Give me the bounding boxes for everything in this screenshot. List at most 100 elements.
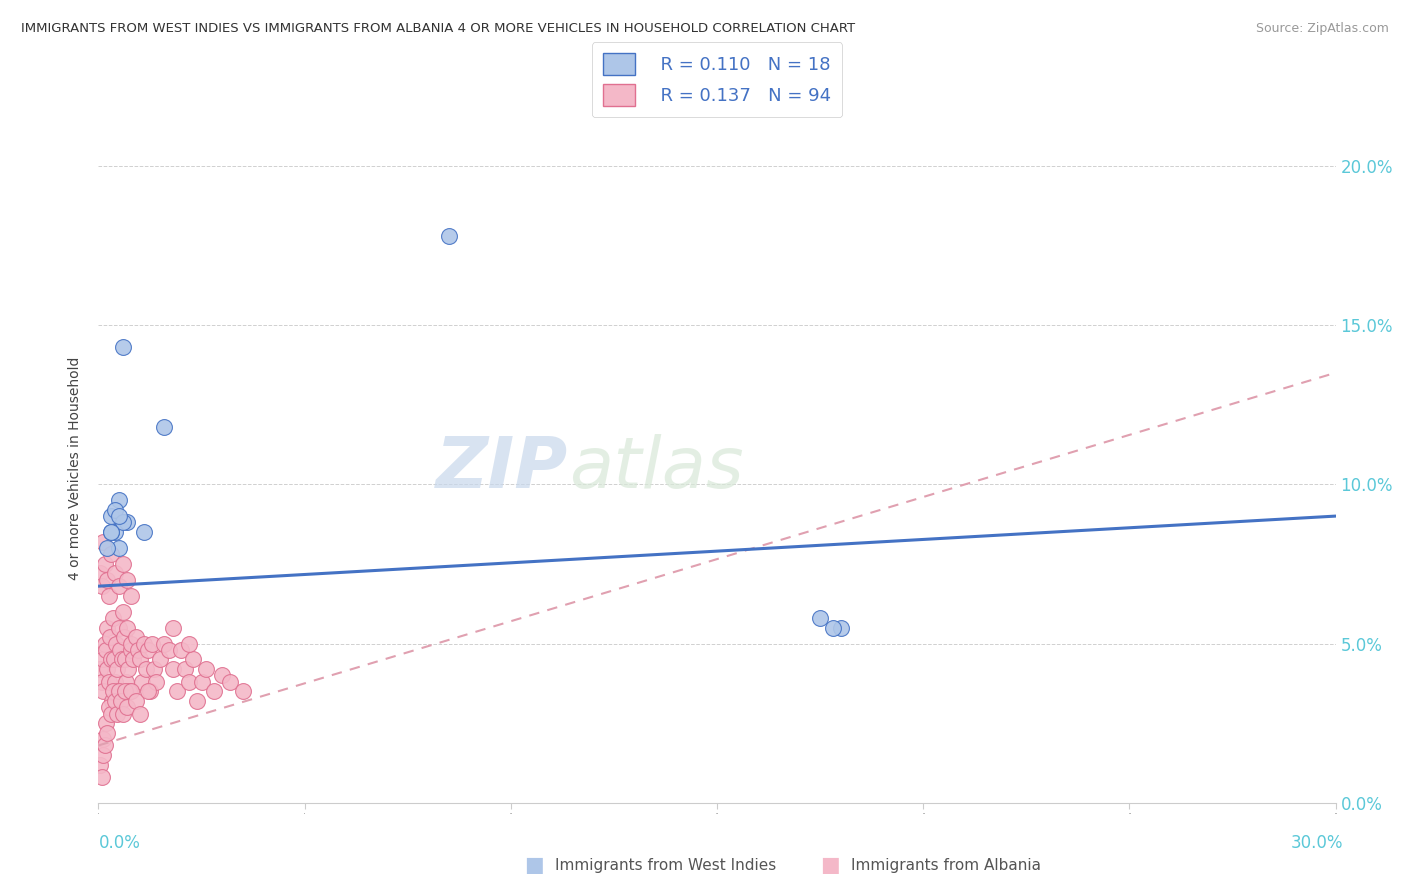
Point	[108, 493, 131, 508]
Point	[105, 662, 128, 676]
Point	[135, 662, 157, 676]
Point	[122, 652, 145, 666]
Point	[120, 636, 142, 650]
Point	[232, 684, 254, 698]
Point	[179, 674, 201, 689]
Text: atlas: atlas	[568, 434, 744, 503]
Point	[100, 524, 122, 539]
Point	[132, 524, 155, 539]
Point	[141, 636, 163, 650]
Point	[101, 684, 124, 698]
Point	[162, 621, 184, 635]
Point	[96, 621, 118, 635]
Point	[104, 694, 127, 708]
Point	[97, 674, 120, 689]
Text: ZIP: ZIP	[436, 434, 568, 503]
Point	[91, 534, 114, 549]
Point	[117, 516, 139, 530]
Point	[170, 643, 193, 657]
Point	[90, 770, 112, 784]
Point	[91, 747, 114, 762]
Point	[89, 757, 111, 772]
Point	[821, 621, 844, 635]
Point	[89, 662, 111, 676]
Point	[136, 643, 159, 657]
Point	[96, 725, 118, 739]
Point	[103, 652, 125, 666]
Point	[117, 700, 139, 714]
Text: ■: ■	[524, 855, 544, 875]
Point	[93, 557, 115, 571]
Point	[104, 566, 127, 581]
Point	[96, 573, 118, 587]
Point	[97, 589, 120, 603]
Point	[194, 662, 217, 676]
Point	[93, 684, 115, 698]
Point	[112, 557, 135, 571]
Point	[186, 694, 208, 708]
Point	[143, 662, 166, 676]
Point	[108, 579, 131, 593]
Point	[104, 636, 127, 650]
Point	[181, 652, 204, 666]
Point	[100, 509, 122, 524]
Point	[145, 674, 167, 689]
Point	[179, 636, 201, 650]
Point	[108, 684, 131, 698]
Text: IMMIGRANTS FROM WEST INDIES VS IMMIGRANTS FROM ALBANIA 4 OR MORE VEHICLES IN HOU: IMMIGRANTS FROM WEST INDIES VS IMMIGRANT…	[21, 22, 855, 36]
Point	[120, 684, 142, 698]
Point	[105, 706, 128, 721]
Point	[98, 630, 121, 644]
Point	[190, 674, 212, 689]
Point	[112, 340, 135, 354]
Legend:   R = 0.110   N = 18,   R = 0.137   N = 94: R = 0.110 N = 18, R = 0.137 N = 94	[592, 43, 842, 117]
Point	[174, 662, 197, 676]
Point	[166, 684, 188, 698]
Point	[112, 630, 135, 644]
Point	[93, 636, 115, 650]
Point	[120, 643, 142, 657]
Point	[118, 684, 141, 698]
Point	[112, 516, 135, 530]
Point	[117, 573, 139, 587]
Point	[97, 700, 120, 714]
Point	[114, 652, 136, 666]
Point	[162, 662, 184, 676]
Point	[219, 674, 242, 689]
Point	[132, 636, 155, 650]
Point	[157, 643, 180, 657]
Point	[111, 652, 134, 666]
Y-axis label: 4 or more Vehicles in Household: 4 or more Vehicles in Household	[69, 357, 83, 580]
Point	[128, 706, 150, 721]
Point	[115, 674, 138, 689]
Point	[112, 706, 135, 721]
Point	[136, 684, 159, 698]
Point	[211, 668, 233, 682]
Point	[202, 684, 225, 698]
Point	[90, 674, 112, 689]
Point	[114, 684, 136, 698]
Point	[117, 621, 139, 635]
Point	[108, 541, 131, 555]
Point	[101, 611, 124, 625]
Text: Source: ZipAtlas.com: Source: ZipAtlas.com	[1256, 22, 1389, 36]
Point	[104, 524, 127, 539]
Point	[104, 674, 127, 689]
Point	[90, 579, 112, 593]
Text: 0.0%: 0.0%	[98, 834, 141, 852]
Point	[127, 643, 149, 657]
Point	[107, 684, 129, 698]
Point	[94, 643, 117, 657]
Point	[108, 509, 131, 524]
Point	[139, 684, 162, 698]
Point	[89, 566, 111, 581]
Text: Immigrants from West Indies: Immigrants from West Indies	[555, 858, 776, 872]
Point	[131, 674, 153, 689]
Point	[117, 662, 139, 676]
Text: 30.0%: 30.0%	[1291, 834, 1343, 852]
Point	[120, 589, 142, 603]
Text: ■: ■	[820, 855, 839, 875]
Point	[91, 652, 114, 666]
Point	[108, 643, 131, 657]
Point	[93, 739, 115, 753]
